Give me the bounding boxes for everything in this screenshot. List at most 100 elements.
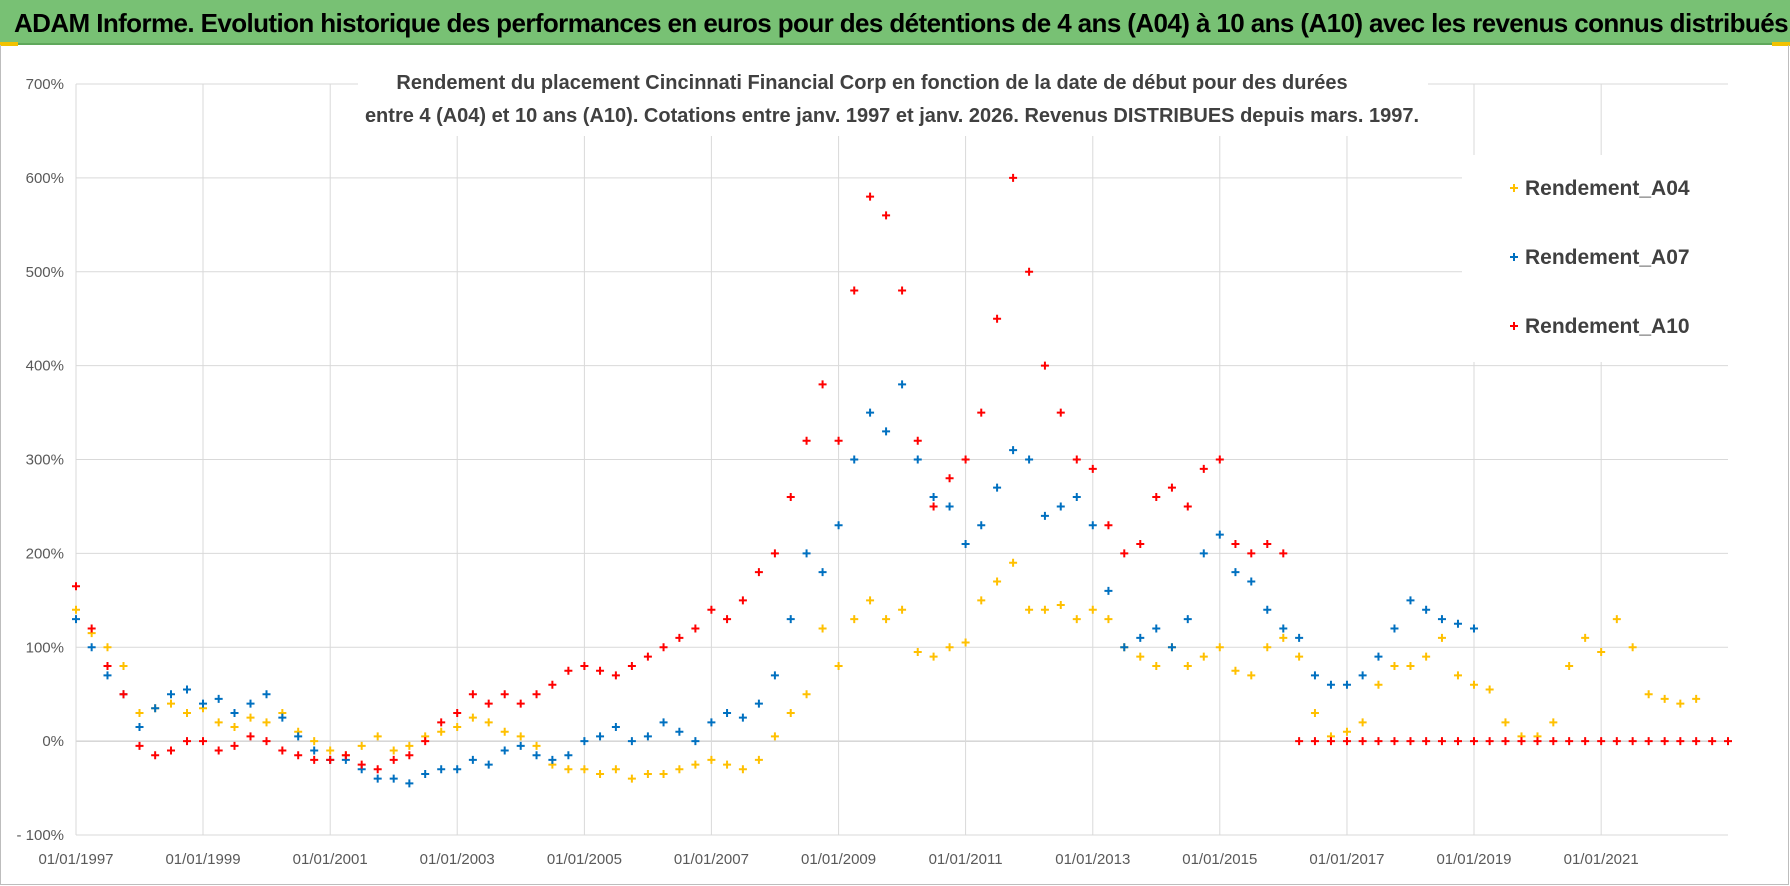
data-point xyxy=(310,755,319,764)
data-point xyxy=(1581,737,1590,746)
data-point xyxy=(310,737,319,746)
data-point xyxy=(691,624,700,633)
data-point xyxy=(754,699,763,708)
data-point xyxy=(1040,361,1049,370)
data-point xyxy=(1167,483,1176,492)
data-point xyxy=(326,755,335,764)
data-point xyxy=(246,699,255,708)
data-point xyxy=(611,765,620,774)
data-point xyxy=(103,643,112,652)
data-point xyxy=(723,760,732,769)
data-point xyxy=(1263,539,1272,548)
data-point xyxy=(1199,549,1208,558)
data-point xyxy=(898,605,907,614)
chart-title-line-1: Rendement du placement Cincinnati Financ… xyxy=(396,72,1347,94)
data-point xyxy=(1390,737,1399,746)
y-tick-label: 200% xyxy=(26,545,64,562)
data-point xyxy=(1660,737,1669,746)
data-point xyxy=(1009,173,1018,182)
data-point xyxy=(723,615,732,624)
x-axis-ticks: 01/01/1997 01/01/1999 01/01/2001 01/01/2003… xyxy=(38,851,1638,868)
data-point xyxy=(596,732,605,741)
data-point xyxy=(453,723,462,732)
x-tick-label: 01/01/1999 xyxy=(165,851,240,868)
data-point xyxy=(977,521,986,530)
data-point xyxy=(882,211,891,220)
data-point xyxy=(1485,737,1494,746)
x-tick-label: 01/01/1997 xyxy=(38,851,113,868)
y-tick-label: 100% xyxy=(26,639,64,656)
x-tick-label: 01/01/2011 xyxy=(929,851,1003,868)
data-point xyxy=(119,662,128,671)
chart-frame xyxy=(0,45,1789,885)
data-point xyxy=(675,765,684,774)
x-tick-label: 01/01/2015 xyxy=(1182,851,1257,868)
data-point xyxy=(977,408,986,417)
data-point xyxy=(898,286,907,295)
data-point xyxy=(1437,633,1446,642)
data-point xyxy=(834,662,843,671)
data-point xyxy=(1676,699,1685,708)
data-point xyxy=(961,638,970,647)
data-point xyxy=(882,615,891,624)
data-point xyxy=(770,671,779,680)
legend-label: Rendement_A04 xyxy=(1525,177,1690,200)
data-point xyxy=(1310,708,1319,717)
data-point xyxy=(1342,737,1351,746)
x-tick-label: 01/01/2013 xyxy=(1055,851,1130,868)
data-point xyxy=(564,765,573,774)
data-point xyxy=(1342,727,1351,736)
data-point xyxy=(1358,671,1367,680)
data-point xyxy=(484,760,493,769)
data-point xyxy=(87,624,96,633)
data-point xyxy=(405,751,414,760)
data-point xyxy=(183,685,192,694)
data-point xyxy=(262,718,271,727)
legend-marker-Rendement_A07 xyxy=(1510,253,1518,261)
series-Rendement_A04 xyxy=(72,558,1701,783)
legend: Rendement_A04 Rendement_A07 Rendement_A10 xyxy=(1462,155,1729,362)
data-point xyxy=(1247,577,1256,586)
data-point xyxy=(1183,662,1192,671)
data-point xyxy=(1009,558,1018,567)
data-point xyxy=(611,723,620,732)
y-tick-label: - 100% xyxy=(16,827,64,844)
x-tick-label: 01/01/2001 xyxy=(293,851,368,868)
data-point xyxy=(1517,737,1526,746)
data-point xyxy=(580,765,589,774)
data-point xyxy=(929,493,938,502)
data-point xyxy=(262,690,271,699)
data-point xyxy=(1374,737,1383,746)
corner-accent-left xyxy=(0,42,18,46)
data-point xyxy=(214,746,223,755)
y-axis-ticks: - 100% 0% 100% 200% 300% 400% 500% 600% 700% xyxy=(16,76,64,844)
data-point xyxy=(1056,502,1065,511)
data-point xyxy=(468,690,477,699)
data-point xyxy=(961,539,970,548)
data-point xyxy=(1310,737,1319,746)
x-tick-label: 01/01/2003 xyxy=(420,851,495,868)
data-point xyxy=(294,732,303,741)
data-point xyxy=(1167,643,1176,652)
data-point xyxy=(373,774,382,783)
data-point xyxy=(278,713,287,722)
data-point xyxy=(151,751,160,760)
data-point xyxy=(1326,737,1335,746)
data-point xyxy=(1199,464,1208,473)
data-point xyxy=(659,718,668,727)
data-point xyxy=(1231,568,1240,577)
data-point xyxy=(246,713,255,722)
data-point xyxy=(1342,680,1351,689)
data-point xyxy=(516,741,525,750)
data-point xyxy=(754,755,763,764)
data-point xyxy=(1152,662,1161,671)
x-tick-label: 01/01/2007 xyxy=(674,851,749,868)
data-point xyxy=(945,643,954,652)
data-point xyxy=(659,769,668,778)
data-point xyxy=(1358,718,1367,727)
data-point xyxy=(166,699,175,708)
data-point xyxy=(199,699,208,708)
data-point xyxy=(166,690,175,699)
data-point xyxy=(1120,549,1129,558)
chart-title-background xyxy=(358,62,1428,136)
